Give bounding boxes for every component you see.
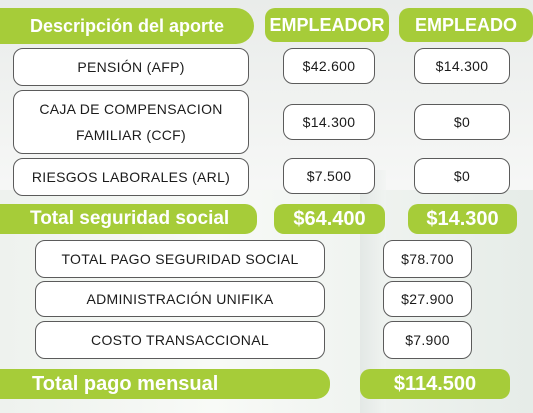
- summary-label-administration: ADMINISTRACIÓN UNIFIKA: [35, 281, 325, 317]
- header-employer: EMPLEADOR: [265, 8, 389, 42]
- header-employee-label: EMPLEADO: [414, 14, 517, 35]
- total-value: $114.500: [360, 369, 510, 399]
- row-label-pension: PENSIÓN (AFP): [13, 48, 249, 86]
- employee-value: $0: [453, 114, 471, 130]
- summary-value: $7.900: [405, 332, 450, 348]
- row-employer-arl: $7.500: [283, 158, 375, 194]
- header-employer-label: EMPLEADOR: [269, 14, 385, 35]
- row-employer-pension: $42.600: [283, 48, 375, 84]
- summary-value-administration: $27.900: [383, 281, 472, 317]
- employer-value: $7.500: [306, 168, 352, 184]
- subtotal-employer: $64.400: [274, 204, 385, 234]
- row-label-text: PENSIÓN (AFP): [77, 59, 185, 75]
- subtotal-label-text: Total seguridad social: [30, 208, 230, 229]
- row-employee-pension: $14.300: [414, 48, 510, 84]
- row-label-ccf: CAJA DE COMPENSACION FAMILIAR (CCF): [13, 90, 249, 154]
- employer-value: $14.300: [302, 114, 356, 130]
- header-concept-label: Descripción del aporte: [29, 15, 225, 36]
- header-concept: Descripción del aporte: [0, 8, 254, 44]
- subtotal-employee-value: $14.300: [426, 207, 499, 230]
- subtotal-employee: $14.300: [408, 204, 517, 234]
- header-employee: EMPLEADO: [399, 8, 533, 42]
- summary-label-social-security: TOTAL PAGO SEGURIDAD SOCIAL: [35, 240, 325, 278]
- row-label-arl: RIESGOS LABORALES (ARL): [13, 158, 249, 196]
- row-label-text: CAJA DE COMPENSACION: [39, 101, 223, 117]
- total-label: Total pago mensual: [0, 369, 330, 399]
- employer-value: $42.600: [302, 58, 356, 74]
- summary-label-text: TOTAL PAGO SEGURIDAD SOCIAL: [61, 251, 299, 267]
- summary-label-text: COSTO TRANSACCIONAL: [91, 332, 269, 348]
- total-label-text: Total pago mensual: [32, 372, 219, 395]
- row-employee-arl: $0: [414, 158, 510, 194]
- row-employee-ccf: $0: [414, 104, 510, 140]
- row-label-text: FAMILIAR (CCF): [76, 127, 186, 143]
- summary-value-transaction-cost: $7.900: [383, 321, 472, 359]
- row-employer-ccf: $14.300: [283, 104, 375, 140]
- summary-label-transaction-cost: COSTO TRANSACCIONAL: [35, 321, 325, 359]
- subtotal-label: Total seguridad social: [0, 204, 257, 234]
- subtotal-employer-value: $64.400: [293, 207, 366, 230]
- total-value-text: $114.500: [393, 372, 477, 395]
- summary-value: $27.900: [401, 291, 454, 307]
- employee-value: $14.300: [435, 58, 489, 74]
- summary-label-text: ADMINISTRACIÓN UNIFIKA: [86, 291, 274, 307]
- employee-value: $0: [453, 168, 471, 184]
- row-label-text: RIESGOS LABORALES (ARL): [31, 169, 231, 185]
- summary-value-social-security: $78.700: [383, 240, 472, 278]
- summary-value: $78.700: [401, 251, 454, 267]
